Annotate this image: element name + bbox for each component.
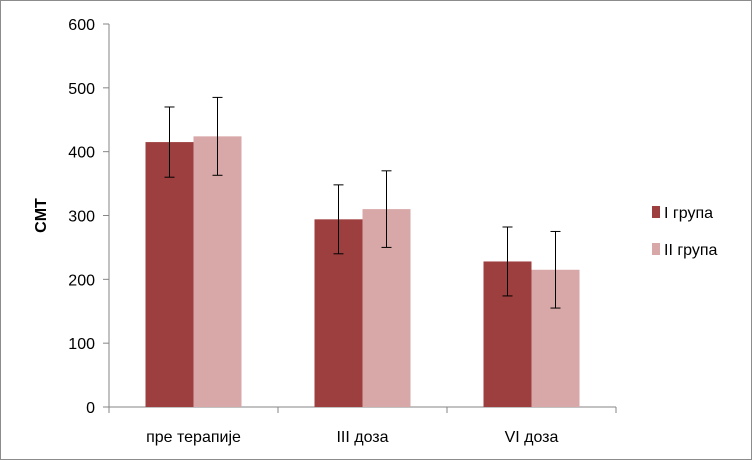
- x-tick-label: пре терапије: [146, 429, 241, 446]
- y-tick-label: 300: [68, 209, 95, 226]
- y-tick-label: 200: [68, 272, 95, 289]
- bar: [193, 136, 242, 407]
- y-axis-label: CMT: [33, 198, 50, 233]
- bar: [145, 142, 194, 407]
- y-tick-label: 600: [68, 17, 95, 34]
- legend-swatch: [652, 243, 660, 255]
- bars: [145, 136, 580, 407]
- legend-label: I група: [664, 205, 713, 222]
- y-tick-label: 500: [68, 81, 95, 98]
- legend-swatch: [652, 206, 660, 218]
- legend-label: II група: [664, 242, 718, 259]
- y-tick-label: 400: [68, 145, 95, 162]
- x-tick-label: VI доза: [505, 429, 559, 446]
- x-tick-label: III доза: [336, 429, 388, 446]
- legend: I група II група: [652, 205, 718, 259]
- y-tick-label: 100: [68, 336, 95, 353]
- y-tick-label: 0: [86, 400, 95, 417]
- error-bars: [164, 96, 561, 309]
